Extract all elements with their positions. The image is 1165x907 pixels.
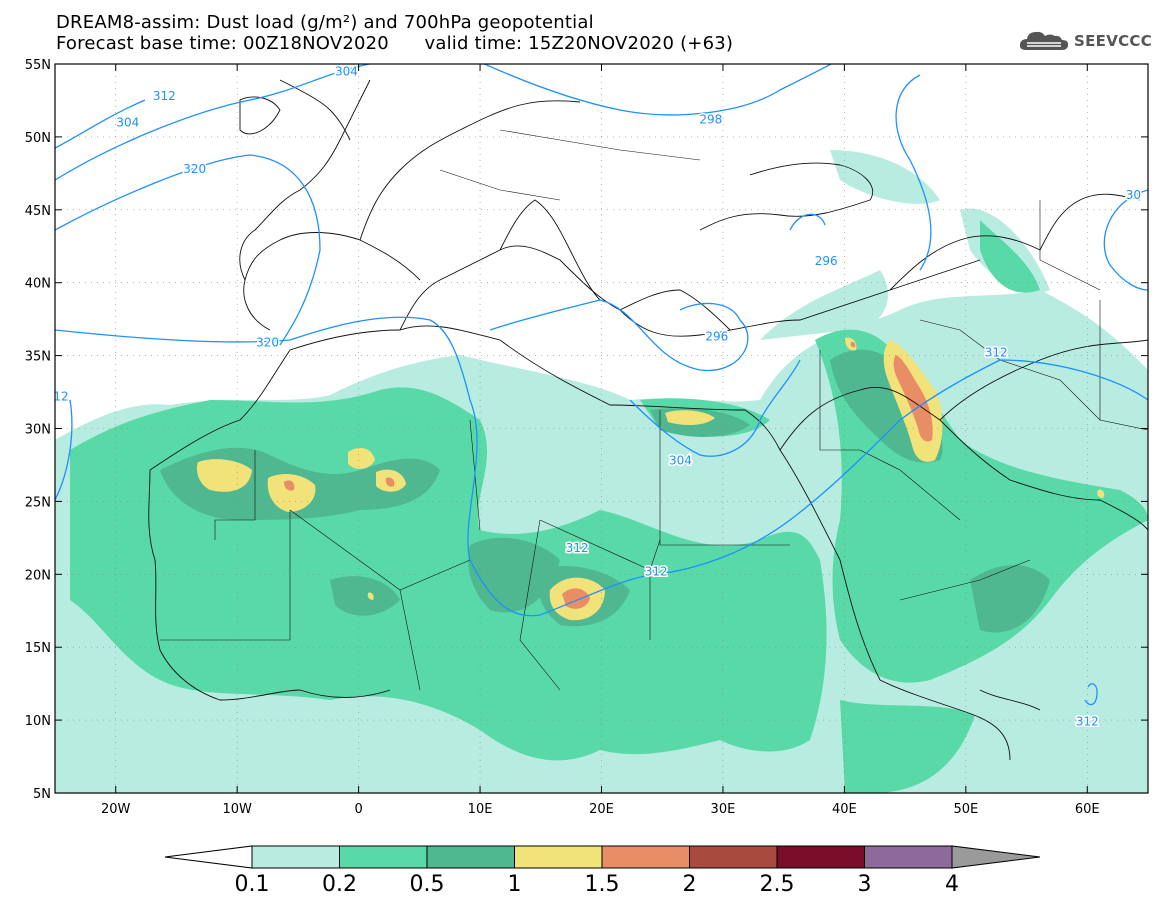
- colorbar: 0.1 0.2 0.5 1 1.5 2 2.5 3 4: [164, 845, 1041, 897]
- geopotential-contours: [55, 64, 1148, 706]
- contour-label: 304: [669, 454, 692, 468]
- contour-labels: 304 312 304 320 298 296 30 320 296 312 12 304 312 312…: [52, 63, 1143, 730]
- y-tick-label: 5N: [33, 787, 51, 802]
- colorbar-swatch: [251, 845, 340, 869]
- contour-label: 30: [1126, 188, 1141, 202]
- y-tick-label: 25N: [25, 495, 51, 510]
- y-tick-label: 30N: [25, 423, 51, 438]
- colorbar-swatch: [426, 845, 515, 869]
- map-grid: [55, 64, 1148, 793]
- colorbar-label: 0.5: [410, 872, 445, 897]
- colorbar-label: 0.1: [235, 872, 270, 897]
- x-tick-label: 20E: [589, 802, 614, 817]
- contour-label: 320: [183, 162, 206, 176]
- colorbar-swatch: [514, 845, 603, 869]
- y-tick-label: 45N: [25, 204, 51, 219]
- base-time: Forecast base time: 00Z18NOV2020: [56, 33, 389, 54]
- contour-label: 312: [566, 541, 589, 555]
- colorbar-label: 0.2: [322, 872, 357, 897]
- x-tick-label: 0: [354, 802, 362, 817]
- colorbar-label: 4: [945, 872, 959, 897]
- dust-field-layer: [55, 150, 1148, 793]
- x-tick-label: 50E: [953, 802, 978, 817]
- colorbar-swatch: [601, 845, 690, 869]
- contour-label: 298: [699, 112, 722, 126]
- x-tick-label: 30E: [711, 802, 736, 817]
- y-tick-label: 35N: [25, 350, 51, 365]
- y-tick-label: 40N: [25, 277, 51, 292]
- y-axis-labels: 55N 50N 45N 40N 35N 30N 25N 20N 15N 10N 5N: [25, 58, 51, 802]
- x-tick-label: 10W: [222, 802, 252, 817]
- x-axis-labels: 20W 10W 0 10E 20E 30E 40E 50E 60E: [101, 802, 1100, 817]
- y-tick-label: 20N: [25, 568, 51, 583]
- cloud-icon: [1019, 31, 1069, 50]
- contour-label: 312: [645, 564, 668, 578]
- map-subtitle: Forecast base time: 00Z18NOV2020 valid t…: [56, 33, 733, 54]
- colorbar-swatch: [339, 845, 428, 869]
- y-tick-label: 15N: [25, 641, 51, 656]
- contour-label: 312: [153, 89, 176, 103]
- colorbar-under-arrow: [164, 845, 253, 869]
- contour-label: 12: [53, 389, 68, 403]
- x-tick-label: 60E: [1075, 802, 1100, 817]
- logo-text: SEEVCCC: [1074, 32, 1153, 50]
- contour-label: 296: [705, 330, 728, 344]
- contour-label: 296: [815, 254, 838, 268]
- colorbar-over-arrow: [951, 845, 1041, 869]
- contour-label: 304: [116, 115, 139, 129]
- contour-label: 320: [256, 335, 279, 349]
- contour-label: 312: [1076, 715, 1099, 729]
- y-tick-label: 10N: [25, 714, 51, 729]
- coastline-layer: [148, 79, 1148, 761]
- x-tick-label: 10E: [468, 802, 493, 817]
- x-tick-label: 40E: [832, 802, 857, 817]
- colorbar-label: 2: [683, 872, 697, 897]
- contour-label: 312: [985, 346, 1008, 360]
- colorbar-swatch: [776, 845, 865, 869]
- y-tick-label: 50N: [25, 131, 51, 146]
- axis-ticks: [55, 63, 1148, 794]
- seevccc-logo: SEEVCCC: [1018, 28, 1152, 54]
- x-tick-label: 20W: [101, 802, 131, 817]
- colorbar-swatch: [864, 845, 953, 869]
- colorbar-label: 1: [508, 872, 522, 897]
- colorbar-swatch: [689, 845, 778, 869]
- colorbar-label: 3: [858, 872, 872, 897]
- colorbar-label: 1.5: [585, 872, 620, 897]
- map-title: DREAM8-assim: Dust load (g/m²) and 700hP…: [56, 12, 594, 33]
- y-tick-label: 55N: [25, 58, 51, 73]
- contour-label: 304: [335, 64, 358, 78]
- valid-time: valid time: 15Z20NOV2020 (+63): [424, 33, 734, 54]
- colorbar-label: 2.5: [760, 872, 795, 897]
